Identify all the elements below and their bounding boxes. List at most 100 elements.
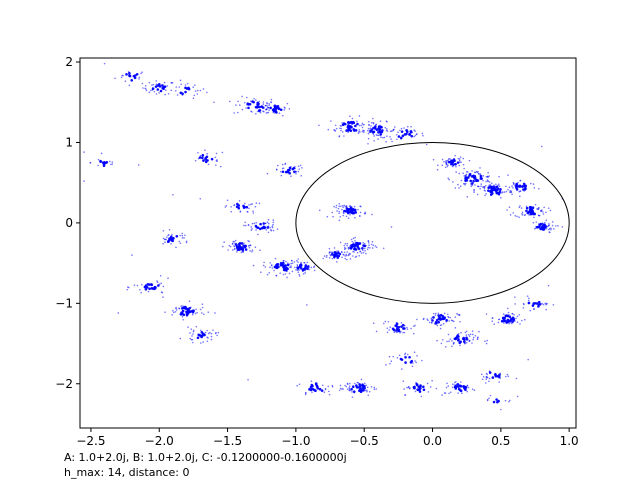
data-point — [256, 110, 259, 113]
data-point — [443, 160, 445, 163]
data-point — [359, 387, 363, 390]
data-point — [344, 255, 347, 257]
data-point — [288, 108, 291, 110]
data-point — [412, 362, 414, 364]
data-point — [272, 223, 274, 226]
data-point — [316, 386, 320, 390]
data-point — [199, 308, 202, 311]
data-point — [336, 210, 338, 212]
data-point — [343, 246, 346, 249]
data-point — [206, 336, 209, 339]
data-point — [385, 129, 388, 132]
annotation-line-1: A: 1.0+2.0j, B: 1.0+2.0j, C: -0.1200000-… — [64, 451, 347, 464]
data-point — [414, 360, 416, 362]
data-point — [304, 392, 307, 395]
data-point — [330, 252, 333, 255]
data-point — [323, 255, 326, 257]
data-point — [475, 178, 478, 182]
data-point — [159, 89, 163, 93]
data-point — [128, 74, 131, 77]
data-point — [489, 394, 492, 397]
data-point — [305, 263, 307, 266]
data-point — [514, 296, 516, 298]
data-point — [256, 226, 260, 230]
data-point — [181, 305, 184, 307]
data-point — [367, 240, 370, 243]
data-point — [537, 300, 541, 304]
data-point — [523, 184, 527, 188]
data-point — [136, 284, 139, 287]
data-point — [497, 321, 500, 324]
data-point — [290, 175, 292, 178]
data-point — [358, 129, 361, 131]
data-point — [367, 394, 370, 397]
data-point — [346, 210, 350, 214]
data-point — [126, 288, 128, 291]
data-point — [341, 256, 343, 259]
data-point — [195, 325, 198, 328]
data-point — [111, 163, 114, 165]
data-point — [342, 122, 346, 125]
data-point — [397, 328, 400, 332]
data-point — [463, 175, 466, 177]
data-point — [432, 158, 435, 161]
data-point — [471, 388, 474, 390]
data-point — [369, 127, 372, 130]
data-point — [164, 238, 167, 241]
data-point — [131, 254, 133, 256]
data-point — [446, 340, 448, 343]
data-point — [535, 221, 538, 223]
data-point — [515, 377, 518, 380]
data-point — [343, 251, 346, 254]
data-point — [332, 215, 334, 218]
data-point — [498, 185, 501, 188]
data-point — [511, 185, 513, 187]
data-point — [291, 167, 295, 171]
data-point — [181, 316, 184, 318]
data-point — [528, 205, 532, 209]
y-tick-label: −2 — [55, 377, 73, 391]
data-point — [248, 246, 251, 249]
data-point — [363, 382, 366, 385]
data-point — [229, 100, 231, 103]
data-point — [508, 313, 510, 316]
data-point — [216, 159, 218, 161]
data-point — [447, 385, 450, 387]
data-point — [397, 131, 399, 134]
data-point — [265, 229, 268, 231]
data-point — [311, 391, 313, 393]
data-point — [542, 223, 545, 227]
data-point — [327, 128, 330, 131]
data-point — [244, 221, 246, 224]
data-point — [158, 92, 160, 94]
data-point — [482, 179, 484, 182]
data-point — [128, 71, 131, 75]
data-point — [362, 251, 365, 254]
data-point — [494, 374, 498, 378]
data-point — [416, 318, 418, 321]
data-point — [488, 181, 491, 183]
data-point — [267, 231, 270, 234]
data-point — [469, 333, 472, 336]
data-point — [507, 174, 509, 176]
data-point — [351, 396, 354, 398]
data-point — [510, 191, 513, 194]
data-point — [263, 110, 265, 113]
data-point — [425, 143, 428, 146]
data-point — [242, 244, 246, 247]
data-point — [437, 164, 439, 167]
data-point — [163, 81, 166, 84]
data-point — [366, 389, 368, 391]
data-point — [199, 89, 202, 92]
data-point — [436, 168, 439, 171]
data-point — [390, 360, 393, 363]
data-point — [333, 205, 335, 208]
data-point — [385, 140, 387, 143]
data-point — [230, 206, 232, 208]
data-point — [470, 185, 473, 188]
data-point — [181, 309, 185, 313]
data-point — [373, 125, 377, 128]
data-point — [422, 388, 426, 392]
data-point — [492, 187, 495, 191]
data-point — [331, 257, 334, 260]
